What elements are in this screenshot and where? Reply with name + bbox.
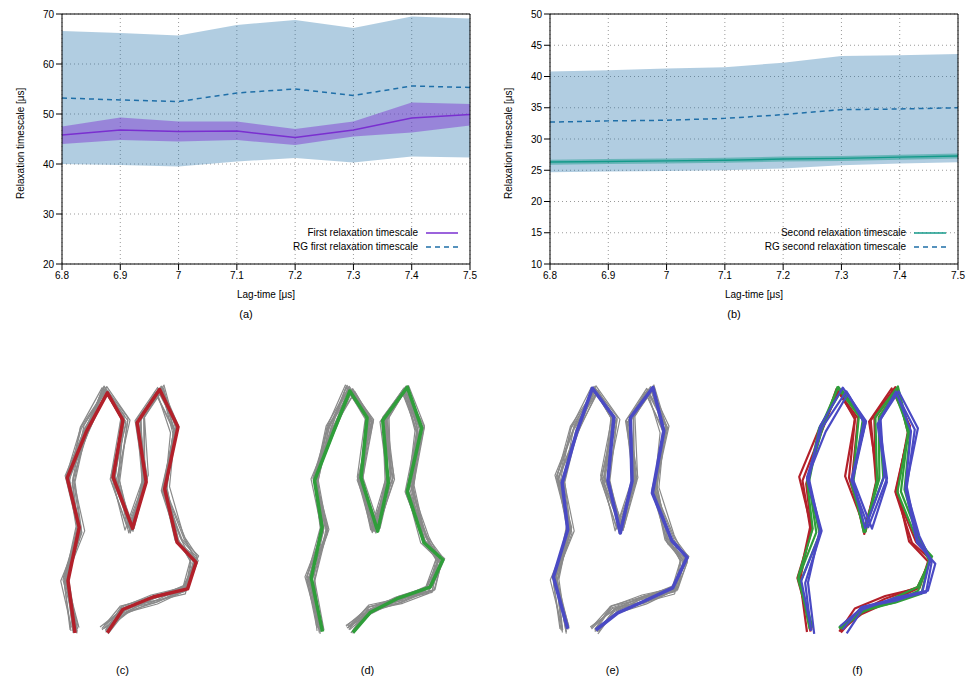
html-text:(f): (f) — [852, 664, 863, 676]
svg-text:20: 20 — [43, 259, 55, 270]
html-text:(a): (a) — [239, 308, 253, 320]
svg-text:10: 10 — [531, 259, 543, 270]
svg-text:40: 40 — [531, 71, 543, 82]
html-text:RG second relaxation timescale: RG second relaxation timescale — [764, 241, 906, 252]
svg-text:Lag-time [μs]: Lag-time [μs] — [237, 289, 295, 300]
svg-text:35: 35 — [531, 102, 543, 113]
svg-text:7.2: 7.2 — [776, 270, 790, 281]
svg-text:45: 45 — [531, 40, 543, 51]
svg-text:15: 15 — [531, 227, 543, 238]
svg-text:7.5: 7.5 — [463, 270, 477, 281]
svg-text:7.3: 7.3 — [834, 270, 848, 281]
svg-text:7.3: 7.3 — [346, 270, 360, 281]
html-text:Second relaxation timescale: Second relaxation timescale — [780, 227, 906, 238]
svg-text:Lag-time [μs]: Lag-time [μs] — [725, 289, 783, 300]
html-text:RG first relaxation timescale: RG first relaxation timescale — [293, 241, 418, 252]
svg-text:50: 50 — [43, 109, 55, 120]
svg-text:30: 30 — [43, 209, 55, 220]
svg-text:6.9: 6.9 — [601, 270, 615, 281]
html-text:(d): (d) — [360, 664, 375, 676]
svg-text:6.8: 6.8 — [55, 270, 69, 281]
html-text:(b): (b) — [727, 308, 741, 320]
svg-text:7: 7 — [664, 270, 670, 281]
svg-text:40: 40 — [43, 159, 55, 170]
svg-text:7.1: 7.1 — [230, 270, 244, 281]
svg-text:60: 60 — [43, 59, 55, 70]
svg-text:Relaxation timescale [μs]: Relaxation timescale [μs] — [15, 87, 26, 199]
svg-text:6.9: 6.9 — [113, 270, 127, 281]
svg-text:50: 50 — [531, 9, 543, 20]
svg-text:Relaxation timescale [μs]: Relaxation timescale [μs] — [503, 87, 514, 199]
svg-text:30: 30 — [531, 134, 543, 145]
svg-text:7: 7 — [176, 270, 182, 281]
svg-text:7.4: 7.4 — [405, 270, 419, 281]
svg-text:7.5: 7.5 — [951, 270, 965, 281]
svg-text:20: 20 — [531, 196, 543, 207]
svg-text:70: 70 — [43, 9, 55, 20]
html-text:(c): (c) — [116, 664, 129, 676]
svg-text:6.8: 6.8 — [543, 270, 557, 281]
html-text:(e): (e) — [605, 664, 620, 676]
svg-text:7.4: 7.4 — [893, 270, 907, 281]
svg-text:25: 25 — [531, 165, 543, 176]
svg-text:7.1: 7.1 — [718, 270, 732, 281]
svg-text:7.2: 7.2 — [288, 270, 302, 281]
html-text:First relaxation timescale: First relaxation timescale — [307, 227, 418, 238]
